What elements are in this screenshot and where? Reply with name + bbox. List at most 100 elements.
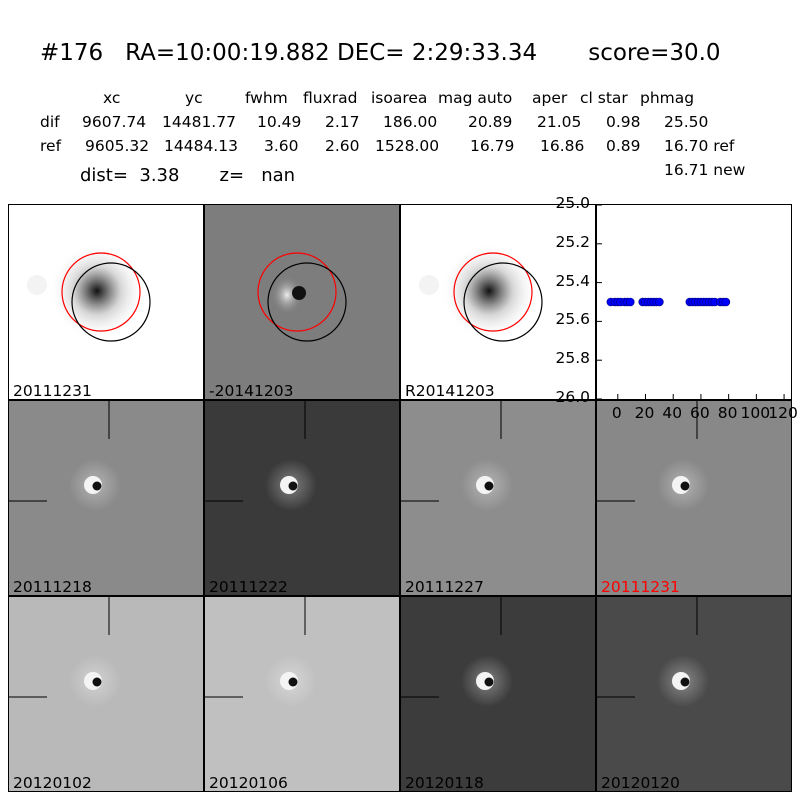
dif-xc: 9607.74 (82, 113, 147, 131)
data-point (625, 297, 635, 307)
col-cl-star: cl star (580, 89, 628, 107)
residual-dark (92, 481, 102, 491)
ref-fwhm: 3.60 (264, 137, 299, 155)
star-blob (49, 243, 145, 339)
aperture-circle-black (463, 262, 543, 342)
stamp-image (597, 401, 709, 511)
x-tick-label: 40 (662, 404, 683, 422)
image-panel: 20120118 (400, 596, 596, 792)
col-yc: yc (185, 89, 203, 107)
distance-readout: dist= 3.38 z= nan (80, 165, 296, 186)
stamp-image (205, 401, 317, 511)
col-aper: aper (532, 89, 568, 107)
dif-yc: 14481.77 (162, 113, 236, 131)
ref-fluxrad: 2.60 (325, 137, 360, 155)
stamp-image (401, 597, 513, 707)
dif-cl-star: 0.98 (606, 113, 641, 131)
residual-dark (484, 677, 494, 687)
data-point (655, 297, 664, 307)
residual-dark (680, 677, 690, 687)
star-blob (441, 243, 537, 339)
image-panel: 20120102 (8, 596, 204, 792)
row-label-dif: dif (40, 113, 60, 131)
aperture-circle-red (61, 252, 141, 332)
stamp-image (257, 252, 347, 342)
light-curve-plot (596, 204, 792, 400)
residual-dark (484, 481, 494, 491)
residual-dark (288, 481, 298, 491)
panel-date-label: 20111218 (13, 578, 92, 596)
dif-phmag: 25.50 (664, 113, 709, 131)
dif-mag-auto: 20.89 (468, 113, 513, 131)
ref-xc: 9605.32 (85, 137, 150, 155)
y-tick-label: 25.2 (555, 232, 590, 251)
image-panel: -20141203 (204, 204, 400, 400)
image-panel: 20111231 (596, 400, 792, 596)
panel-date-label: 20111231 (13, 382, 92, 400)
image-panel: 20111227 (400, 400, 596, 596)
residual-dark (680, 481, 690, 491)
panel-date-label: 20120118 (405, 774, 484, 792)
y-tick-label: 25.6 (555, 310, 590, 329)
stamp-image (9, 401, 121, 511)
stamp-image (9, 597, 121, 707)
col-xc: xc (103, 89, 121, 107)
image-panel: 20111218 (8, 400, 204, 596)
col-fluxrad: fluxrad (303, 89, 358, 107)
page-title: #176 RA=10:00:19.882 DEC= 2:29:33.34 sco… (40, 40, 721, 66)
ref-isoarea: 1528.00 (375, 137, 440, 155)
x-tick-label: 100 (740, 404, 771, 422)
x-tick-label: 0 (611, 404, 622, 422)
panel-date-label: 20120106 (209, 774, 288, 792)
panel-date-label: 20120120 (601, 774, 680, 792)
panel-date-label: 20111231 (601, 578, 680, 596)
image-panel: 20111222 (204, 400, 400, 596)
aperture-circle-black (267, 262, 347, 342)
stamp-image (419, 243, 543, 342)
residual-dark (92, 677, 102, 687)
panel-date-label: R20141203 (405, 382, 495, 400)
data-point (721, 297, 731, 307)
ref-yc: 14484.13 (164, 137, 238, 155)
stamp-image (27, 243, 151, 342)
x-tick-label: 60 (690, 404, 710, 422)
image-panel: 20120106 (204, 596, 400, 792)
aperture-circle-red (257, 252, 337, 332)
ref-phmag: 16.70 ref (664, 137, 735, 155)
stamp-image (205, 597, 317, 707)
image-panel: 20120120 (596, 596, 792, 792)
dif-fluxrad: 2.17 (325, 113, 360, 131)
dif-fwhm: 10.49 (257, 113, 302, 131)
aperture-circle-black (71, 262, 151, 342)
y-tick-label: 25.8 (555, 349, 590, 368)
residual-white (271, 275, 303, 315)
residual-dark (288, 677, 298, 687)
image-panel: R20141203 (400, 204, 596, 400)
ref-aper: 16.86 (540, 137, 585, 155)
ref-cl-star: 0.89 (606, 137, 641, 155)
image-panel: 20111231 (8, 204, 204, 400)
panel-date-label: 20120102 (13, 774, 92, 792)
panel-date-label: 20111222 (209, 578, 288, 596)
col-phmag: phmag (640, 89, 695, 107)
x-tick-label: 80 (717, 404, 738, 422)
col-mag-auto: mag auto (438, 89, 513, 107)
panel-date-label: 20111227 (405, 578, 484, 596)
ref-mag-auto: 16.79 (470, 137, 515, 155)
x-tick-label: 20 (634, 404, 655, 422)
light-curve-svg (597, 204, 785, 400)
panel-date-label: -20141203 (209, 382, 294, 400)
dif-isoarea: 186.00 (383, 113, 438, 131)
dif-aper: 21.05 (537, 113, 582, 131)
residual-dark (292, 286, 306, 300)
x-tick-label: 120 (768, 404, 798, 422)
aperture-circle-red (453, 252, 533, 332)
col-fwhm: fwhm (245, 89, 288, 107)
faint-source (419, 275, 439, 295)
y-tick-label: 25.0 (555, 194, 590, 212)
stamp-image (401, 401, 513, 511)
y-tick-label: 25.4 (555, 271, 590, 290)
faint-source (27, 275, 47, 295)
stamp-image (597, 597, 709, 707)
row-label-ref: ref (40, 137, 62, 155)
